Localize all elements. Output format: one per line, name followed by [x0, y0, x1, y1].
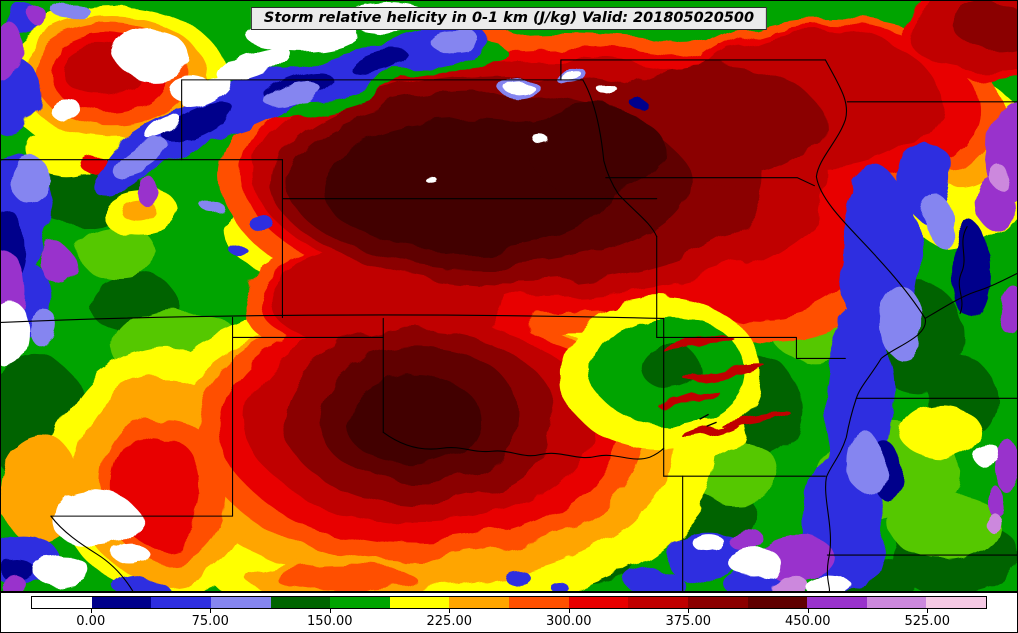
- colorbar-segment: [687, 597, 748, 608]
- colorbar-tick: [688, 609, 690, 613]
- colorbar-tick-label: 300.00: [546, 614, 592, 629]
- colorbar-strip: [31, 596, 987, 609]
- field-white: [1, 1, 1003, 591]
- colorbar-tick-label: 450.00: [785, 614, 831, 629]
- colorbar-tick-label: 225.00: [426, 614, 473, 629]
- colorbar-tick-label: 525.00: [904, 614, 951, 629]
- map-title: Storm relative helicity in 0-1 km (J/kg)…: [250, 7, 768, 30]
- field-red-streaks: [661, 335, 790, 441]
- colorbar-segment: [926, 597, 986, 608]
- colorbar-segment: [628, 597, 688, 608]
- colorbar-tick: [568, 609, 570, 613]
- colorbar-tick: [449, 609, 451, 613]
- colorbar-segment: [449, 597, 509, 608]
- field-purple: [1, 10, 1017, 591]
- colorbar-segment: [568, 597, 629, 608]
- colorbar-tick: [90, 609, 92, 613]
- field-plum: [769, 166, 1011, 591]
- colorbar-segment: [866, 597, 927, 608]
- colorbar-segment: [509, 597, 569, 608]
- colorbar-tick-label: 375.00: [665, 614, 712, 629]
- colorbar-labels: 0.00 75.00 150.00 225.00 300.00 375.00 450.00 5…: [31, 609, 987, 632]
- colorbar-segment: [151, 597, 211, 608]
- state-borders: [1, 59, 1017, 591]
- colorbar-segment: [389, 597, 450, 608]
- colorbar-segment: [91, 597, 152, 608]
- colorbar: 0.00 75.00 150.00 225.00 300.00 375.00 450.00 5…: [1, 593, 1017, 632]
- colorbar-segment: [32, 597, 92, 608]
- colorbar-segment: [747, 597, 808, 608]
- colorbar-tick: [210, 609, 212, 613]
- map-annotation-marks: [699, 413, 717, 427]
- colorbar-segment: [807, 597, 867, 608]
- colorbar-tick: [329, 609, 331, 613]
- colorbar-tick-label: 75.00: [191, 614, 229, 629]
- colorbar-segment: [210, 597, 271, 608]
- colorbar-tick: [807, 609, 809, 613]
- helicity-filled-contours: [1, 1, 1017, 591]
- colorbar-tick-label: 0.00: [76, 614, 106, 629]
- map-area: Storm relative helicity in 0-1 km (J/kg)…: [1, 1, 1017, 593]
- colorbar-segment: [330, 597, 390, 608]
- colorbar-segment: [270, 597, 331, 608]
- colorbar-tick: [927, 609, 929, 613]
- colorbar-tick-label: 150.00: [307, 614, 353, 629]
- helicity-field-svg: [1, 1, 1017, 591]
- field-deep-maroon-core: [320, 108, 666, 468]
- colorbar-wrap: 0.00 75.00 150.00 225.00 300.00 375.00 450.00 5…: [31, 596, 987, 632]
